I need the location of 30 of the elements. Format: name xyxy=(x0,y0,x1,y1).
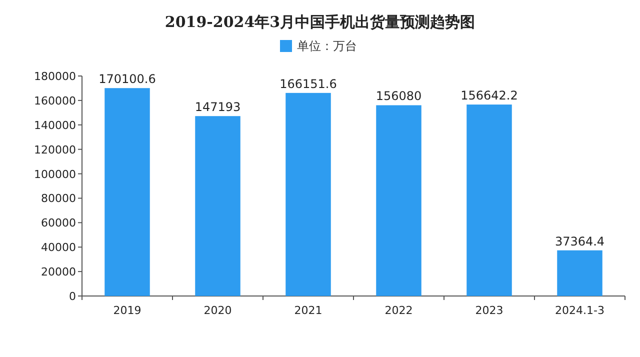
bar xyxy=(104,88,150,296)
y-tick-label: 40000 xyxy=(41,241,76,254)
x-tick-label: 2020 xyxy=(204,304,232,317)
x-tick-label: 2021 xyxy=(294,304,322,317)
bar xyxy=(557,250,602,296)
y-tick-label: 180000 xyxy=(34,70,76,83)
y-tick-label: 80000 xyxy=(41,192,76,206)
y-tick-label: 160000 xyxy=(34,94,76,108)
y-tick-label: 20000 xyxy=(41,266,76,279)
data-label: 156642.2 xyxy=(460,88,518,103)
x-tick-label: 2019 xyxy=(113,304,142,317)
y-tick-label: 140000 xyxy=(34,118,76,132)
bar xyxy=(286,92,331,296)
x-tick-label: 2023 xyxy=(475,304,504,317)
data-label: 166151.6 xyxy=(280,76,337,91)
data-label: 156080 xyxy=(376,89,422,104)
x-tick-label: 2022 xyxy=(384,304,413,317)
chart-title: 2019-2024年3月中国手机出货量预测趋势图 xyxy=(164,13,476,31)
y-tick-label: 0 xyxy=(69,290,76,303)
y-tick-label: 60000 xyxy=(41,216,76,230)
y-tick-label: 100000 xyxy=(34,168,76,181)
data-label: 147193 xyxy=(194,100,241,114)
data-label: 37364.4 xyxy=(554,234,605,248)
data-label: 170100.6 xyxy=(98,72,156,86)
x-tick-label: 2024.1-3 xyxy=(555,304,604,317)
bar xyxy=(466,104,512,296)
bar xyxy=(195,116,240,296)
legend-label: 单位：万台 xyxy=(297,39,357,53)
bar xyxy=(376,105,422,296)
y-tick-label: 120000 xyxy=(34,143,76,156)
